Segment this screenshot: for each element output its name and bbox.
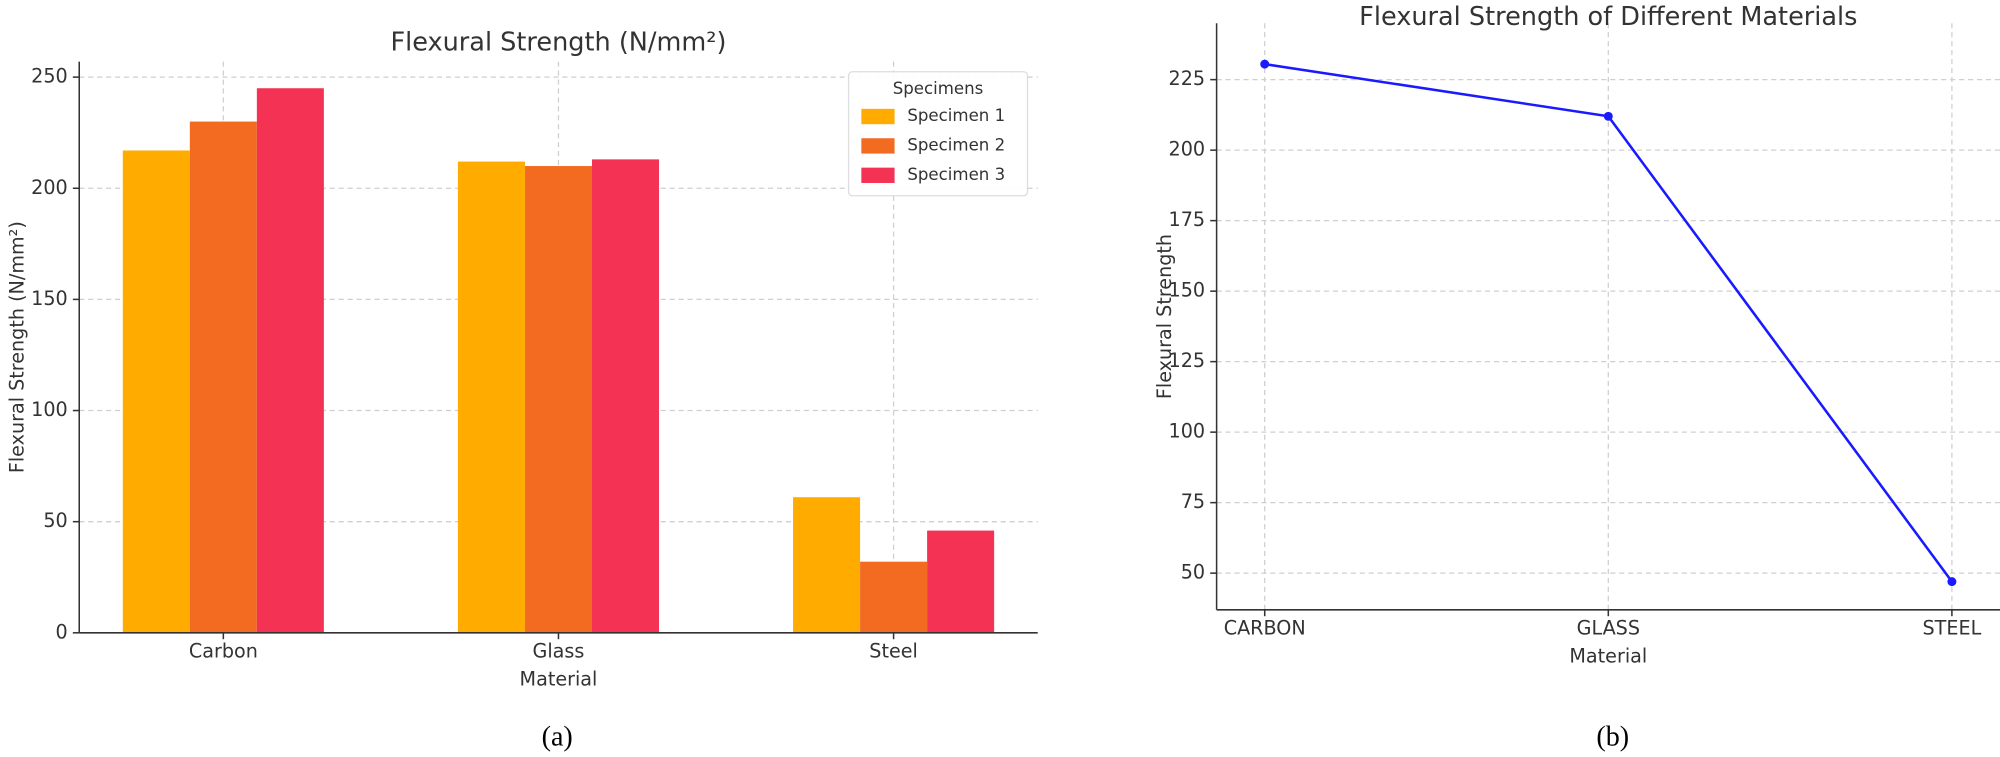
x-tick-label: Glass [533, 639, 585, 662]
y-tick-label: 50 [1181, 561, 1205, 584]
point [1260, 59, 1270, 69]
bar [256, 88, 324, 633]
y-tick-label: 250 [31, 65, 68, 88]
legend-label: Specimen 1 [907, 106, 1005, 125]
legend-swatch [861, 167, 895, 183]
y-axis-label: Flexural Strength (N/mm²) [5, 221, 28, 473]
y-tick-label: 200 [31, 176, 68, 199]
chart-title: Flexural Strength (N/mm²) [390, 28, 726, 58]
y-axis-label: Flexural Strength [1153, 234, 1176, 399]
x-axis-label: Material [1569, 645, 1647, 668]
point [1947, 577, 1957, 587]
caption: (b) [1596, 721, 1629, 752]
bar [591, 159, 660, 633]
x-tick-label: CARBON [1224, 616, 1306, 639]
x-tick-label: Carbon [189, 639, 258, 662]
y-tick-label: 75 [1181, 490, 1205, 513]
x-tick-label: Steel [869, 639, 918, 662]
y-tick-label: 100 [31, 398, 68, 421]
y-tick-label: 225 [1169, 67, 1206, 90]
bar [927, 530, 995, 633]
bar [793, 497, 861, 633]
y-tick-label: 150 [31, 287, 68, 310]
bar [860, 561, 928, 633]
y-tick-label: 175 [1169, 208, 1206, 231]
bar [189, 121, 257, 633]
y-tick-label: 150 [1169, 279, 1206, 302]
bar [122, 150, 190, 633]
legend-swatch [861, 108, 895, 125]
legend-label: Specimen 2 [907, 135, 1005, 154]
point [1603, 111, 1613, 121]
legend-box [847, 71, 1029, 197]
bar [457, 161, 525, 633]
y-tick-label: 50 [43, 509, 67, 532]
y-tick-label: 0 [56, 620, 68, 643]
y-tick-label: 200 [1169, 138, 1206, 161]
x-tick-label: GLASS [1577, 616, 1640, 639]
y-tick-label: 100 [1169, 420, 1206, 443]
chart-title: Flexural Strength of Different Materials [1359, 2, 1857, 32]
bar [524, 166, 592, 633]
legend-label: Specimen 3 [907, 165, 1005, 184]
x-tick-label: STEEL [1923, 616, 1982, 639]
legend-swatch [861, 138, 895, 154]
legend-title: Specimens [893, 79, 984, 98]
x-axis-label: Material [520, 668, 598, 691]
caption: (a) [542, 721, 573, 752]
y-tick-label: 125 [1169, 349, 1206, 372]
